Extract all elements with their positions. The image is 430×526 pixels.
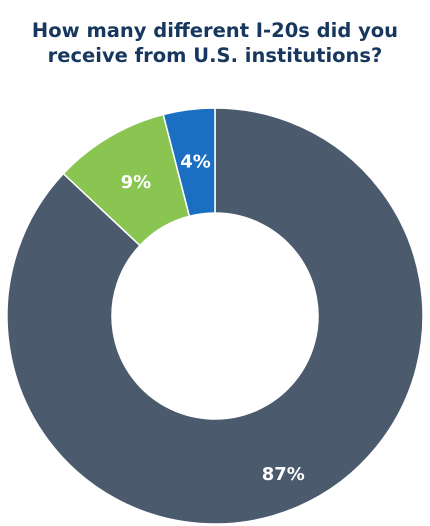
- slice-label-4: 4%: [180, 152, 211, 173]
- donut-slices: [6, 107, 424, 525]
- slice-label-87: 87%: [262, 464, 305, 485]
- slice-4: [162, 107, 216, 218]
- slice-87: [6, 107, 424, 525]
- slice-labels: 87% 9% 4%: [121, 152, 305, 485]
- slice-label-9: 9%: [121, 172, 152, 193]
- chart-title-line-1: How many different I-20s did you: [31, 19, 399, 42]
- chart-title-line-2: receive from U.S. institutions?: [47, 44, 383, 67]
- chart-title: How many different I-20s did you receive…: [0, 18, 430, 68]
